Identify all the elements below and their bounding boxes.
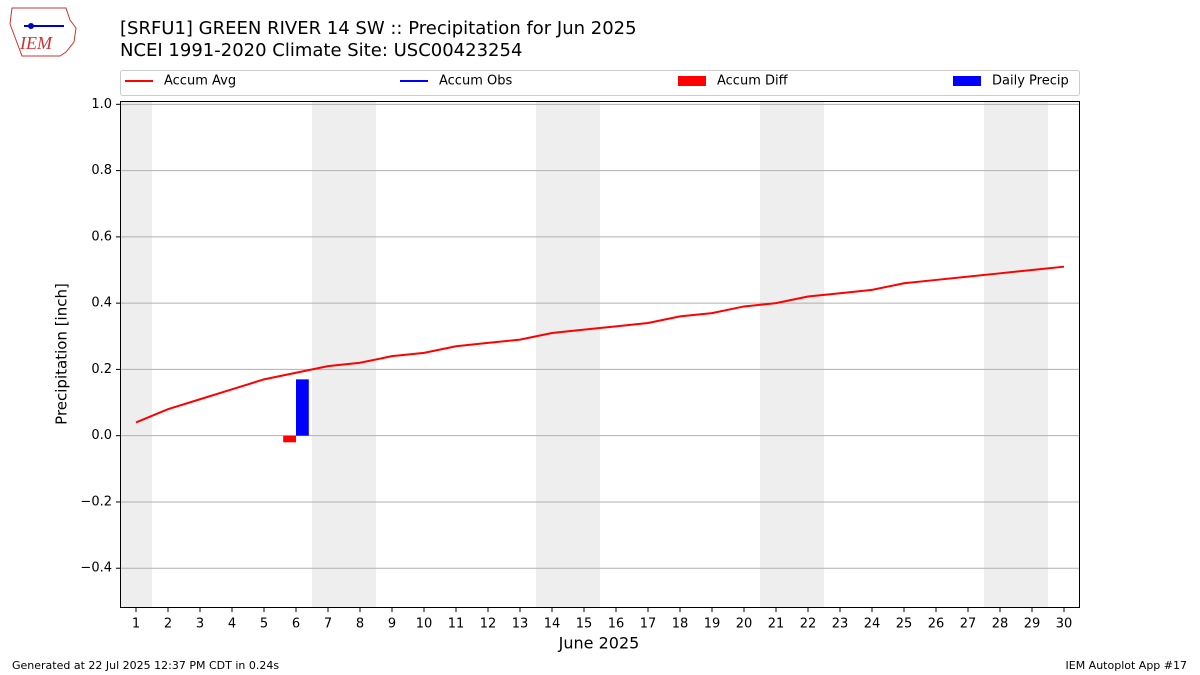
y-tick-label: 1.0	[91, 97, 112, 112]
x-tick-label: 16	[608, 617, 625, 632]
shade	[792, 101, 824, 608]
shade	[984, 101, 1016, 608]
x-tick-label: 14	[544, 617, 561, 632]
chart-subtitle: NCEI 1991-2020 Climate Site: USC00423254	[120, 40, 522, 61]
x-tick-label: 12	[480, 617, 497, 632]
x-tick-label: 20	[736, 617, 753, 632]
x-tick-label: 22	[800, 617, 817, 632]
x-tick-label: 23	[832, 617, 849, 632]
legend-label: Accum Diff	[717, 74, 789, 89]
legend	[120, 70, 1080, 96]
x-tick-label: 8	[356, 617, 364, 632]
shade	[760, 101, 792, 608]
x-tick-label: 24	[864, 617, 881, 632]
logo-outline	[9, 7, 77, 57]
legend-swatch	[953, 76, 981, 86]
logo: IEM	[9, 7, 77, 57]
plot-frame	[120, 101, 1080, 608]
x-tick-label: 30	[1056, 617, 1073, 632]
x-tick-label: 17	[640, 617, 657, 632]
x-tick-label: 28	[992, 617, 1009, 632]
x-tick-label: 15	[576, 617, 593, 632]
logo-text: IEM	[19, 33, 53, 53]
x-tick-label: 18	[672, 617, 689, 632]
y-tick-label: 0.8	[91, 163, 112, 178]
x-tick-label: 5	[260, 617, 268, 632]
legend-swatch	[678, 76, 706, 86]
x-tick-label: 25	[896, 617, 913, 632]
footer-right: IEM Autoplot App #17	[1066, 659, 1188, 672]
x-tick-label: 2	[164, 617, 172, 632]
bar	[283, 435, 296, 443]
shade	[568, 101, 600, 608]
footer-left: Generated at 22 Jul 2025 12:37 PM CDT in…	[12, 659, 279, 672]
shade	[312, 101, 344, 608]
x-tick-label: 9	[388, 617, 396, 632]
x-tick-label: 6	[292, 617, 300, 632]
x-tick-label: 4	[228, 617, 236, 632]
x-tick-label: 11	[448, 617, 465, 632]
shade	[344, 101, 376, 608]
legend-label: Accum Avg	[164, 74, 236, 89]
shade	[120, 101, 152, 608]
x-axis-label: June 2025	[558, 634, 640, 653]
x-tick-label: 21	[768, 617, 785, 632]
x-tick-label: 29	[1024, 617, 1041, 632]
x-tick-label: 1	[132, 617, 140, 632]
legend-label: Accum Obs	[439, 74, 512, 89]
legend-label: Daily Precip	[992, 74, 1069, 89]
y-axis-label: Precipitation [inch]	[53, 283, 71, 425]
y-tick-label: −0.2	[80, 494, 112, 509]
y-tick-label: 0.2	[91, 362, 112, 377]
x-tick-label: 27	[960, 617, 977, 632]
x-tick-label: 3	[196, 617, 204, 632]
y-tick-label: −0.4	[80, 561, 112, 576]
y-tick-label: 0.0	[91, 428, 112, 443]
bar	[296, 379, 309, 436]
x-tick-label: 10	[416, 617, 433, 632]
y-tick-label: 0.6	[91, 229, 112, 244]
x-tick-label: 7	[324, 617, 332, 632]
logo-mark	[28, 23, 34, 29]
shade	[536, 101, 568, 608]
shade	[1016, 101, 1048, 608]
x-tick-label: 26	[928, 617, 945, 632]
x-tick-label: 13	[512, 617, 529, 632]
y-tick-label: 0.4	[91, 296, 112, 311]
chart-title: [SRFU1] GREEN RIVER 14 SW :: Precipitati…	[120, 18, 637, 39]
x-tick-label: 19	[704, 617, 721, 632]
line	[135, 265, 1065, 424]
